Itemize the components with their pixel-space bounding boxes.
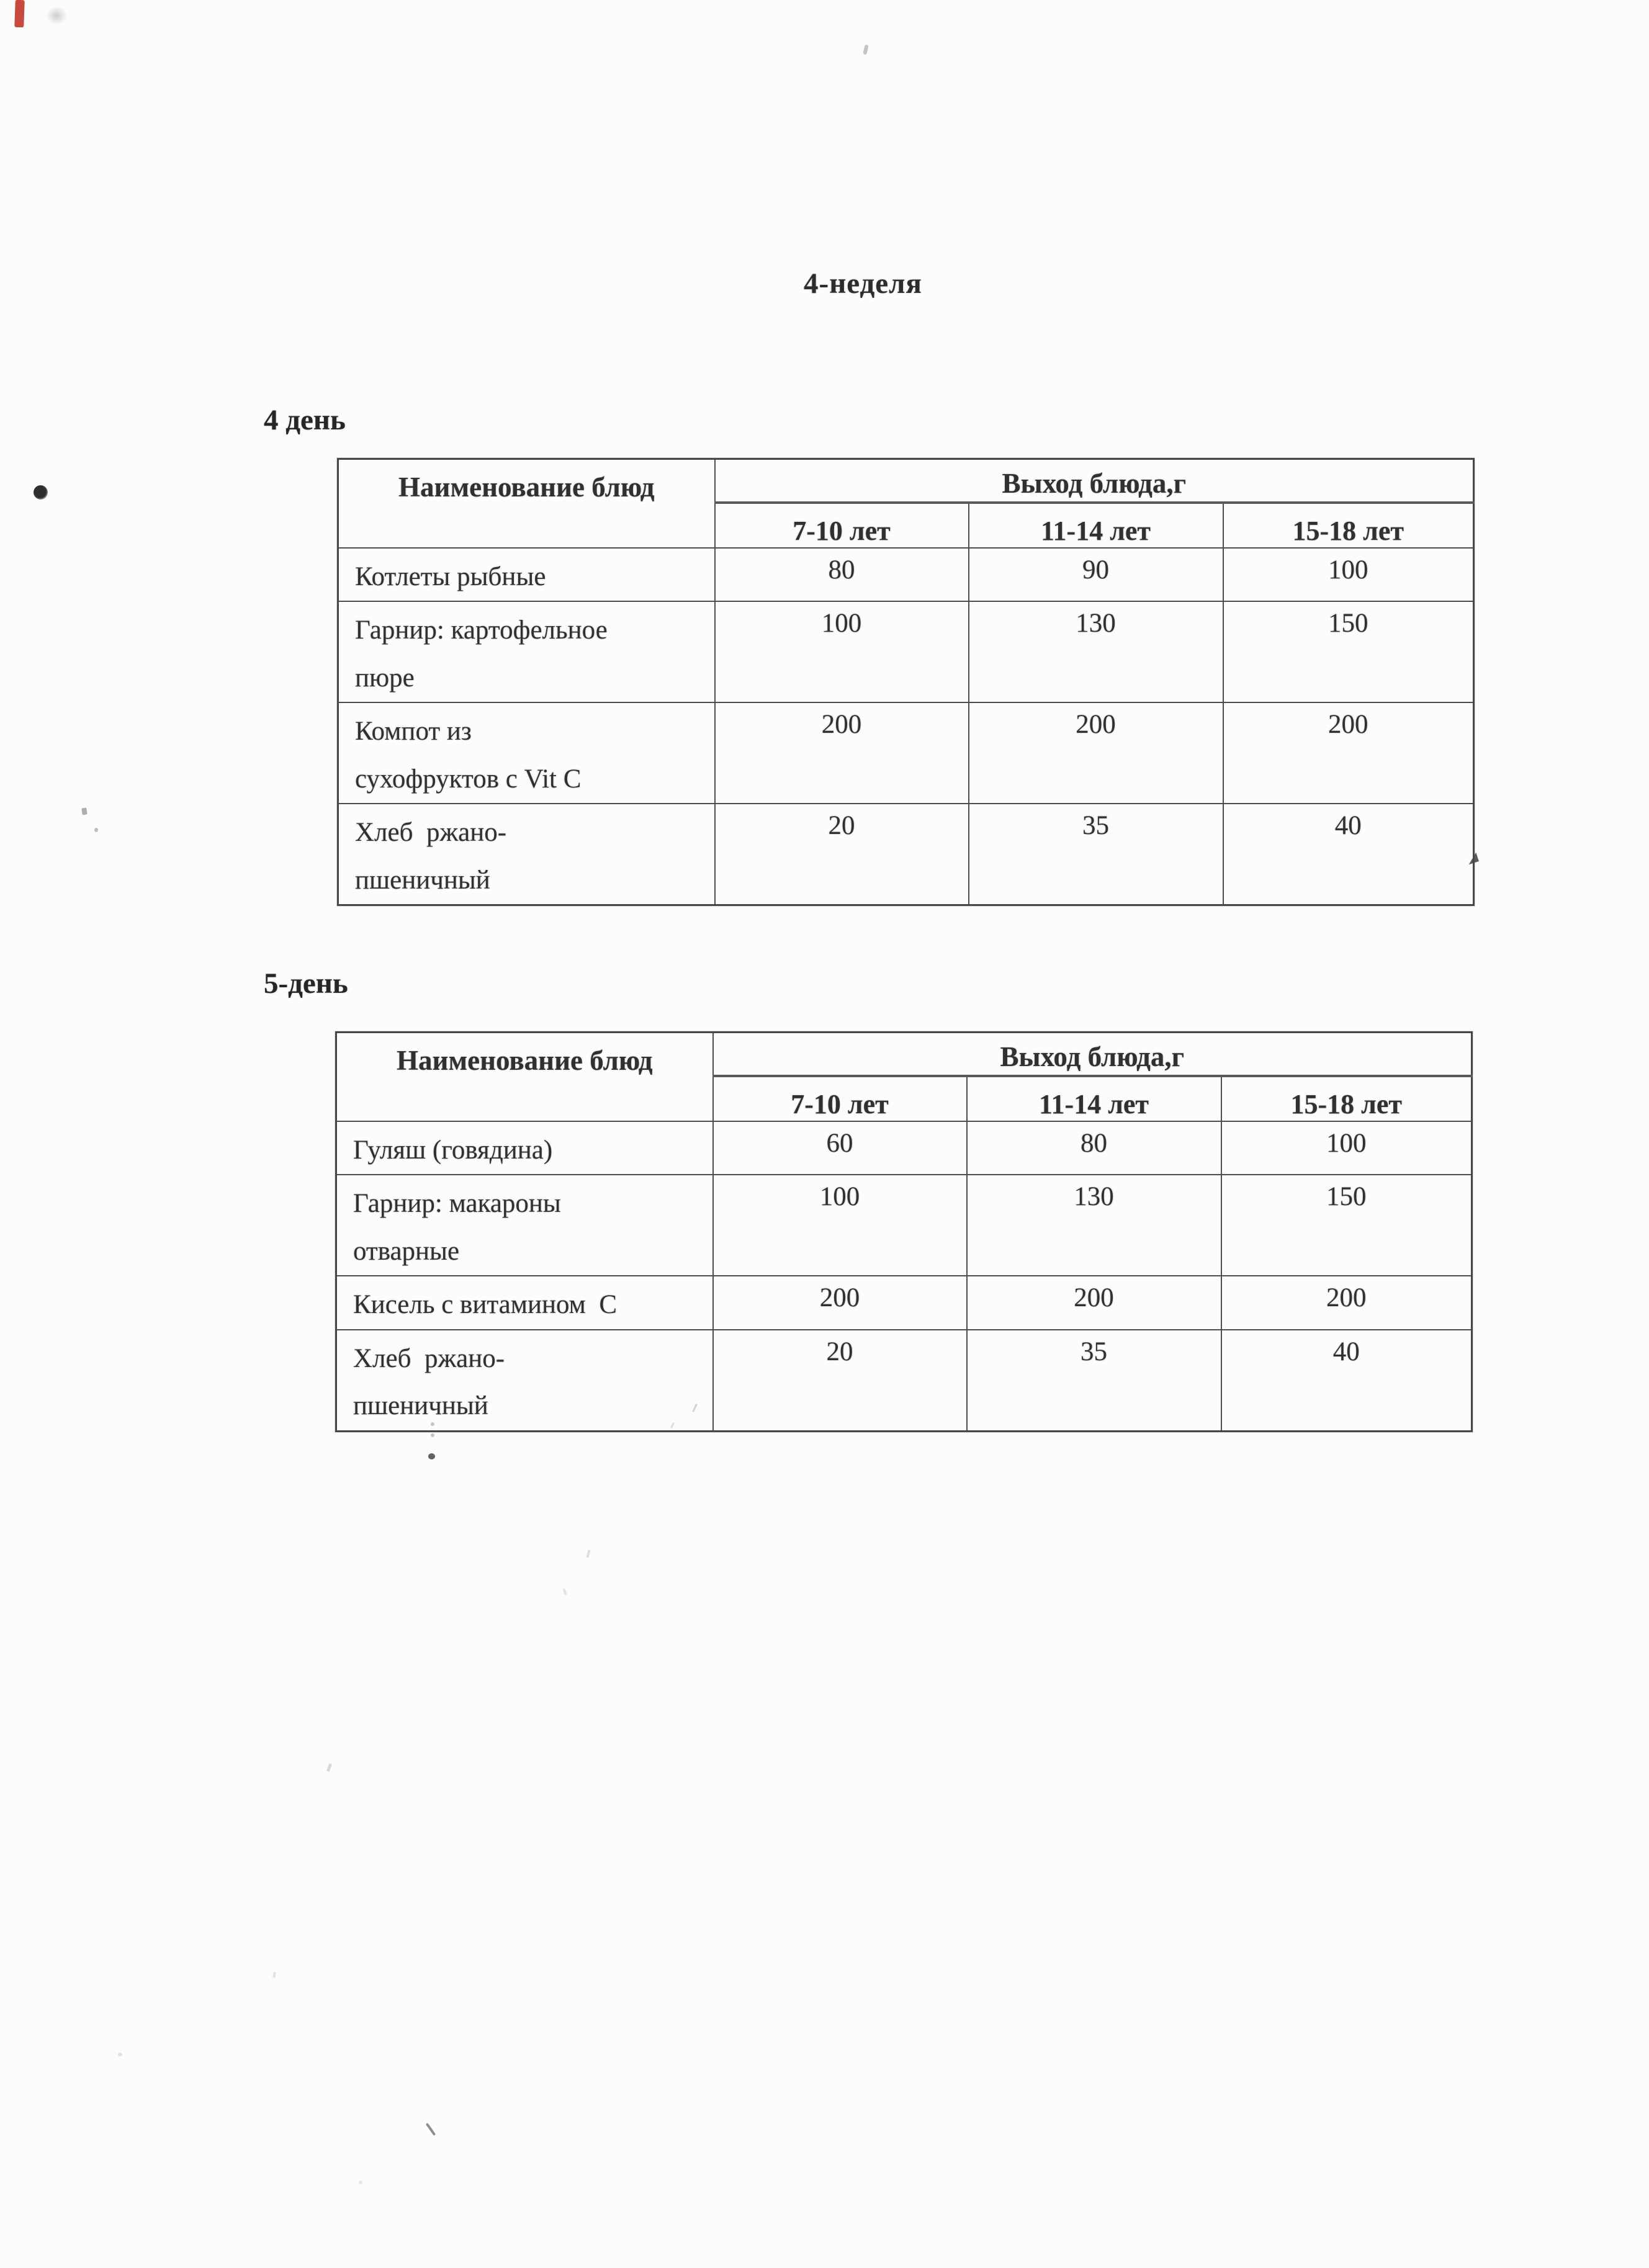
day4-header-age-15-18: 15-18 лет bbox=[1222, 501, 1475, 549]
scan-artifact-smudge bbox=[46, 6, 67, 25]
dish-value: 20 bbox=[712, 1329, 968, 1432]
dish-value: 200 bbox=[968, 702, 1224, 805]
scan-artifact-dot bbox=[428, 1453, 435, 1459]
dish-name: Хлеб ржано- пшеничный bbox=[337, 803, 716, 906]
scan-artifact-speck bbox=[586, 1549, 591, 1558]
dish-value: 200 bbox=[1220, 1275, 1473, 1330]
day5-header-age-15-18: 15-18 лет bbox=[1220, 1075, 1473, 1122]
day5-header-dishes: Наименование блюд bbox=[335, 1031, 714, 1122]
table-row: Хлеб ржано- пшеничный 20 35 40 bbox=[335, 1329, 1473, 1432]
dish-name: Хлеб ржано- пшеничный bbox=[335, 1329, 714, 1432]
day4-menu-table: Наименование блюд Выход блюда,г 7-10 лет… bbox=[337, 458, 1475, 907]
scan-artifact-speck bbox=[118, 2053, 122, 2056]
dish-value: 40 bbox=[1222, 803, 1475, 906]
day4-header-age-11-14: 11-14 лет bbox=[968, 501, 1224, 549]
dish-value: 200 bbox=[712, 1275, 968, 1330]
dish-value: 150 bbox=[1220, 1174, 1473, 1277]
table-row: Котлеты рыбные 80 90 100 bbox=[337, 547, 1475, 603]
day5-menu-table: Наименование блюд Выход блюда,г 7-10 лет… bbox=[335, 1031, 1473, 1432]
day5-header-age-7-10: 7-10 лет bbox=[712, 1075, 968, 1122]
dish-value: 100 bbox=[712, 1174, 968, 1277]
day4-header-dishes: Наименование блюд bbox=[337, 458, 716, 549]
dish-value: 40 bbox=[1220, 1329, 1473, 1432]
dish-name: Гарнир: картофельное пюре bbox=[337, 601, 716, 704]
dish-name: Кисель с витамином С bbox=[335, 1275, 714, 1330]
dish-value: 80 bbox=[714, 547, 969, 603]
scan-artifact-speck bbox=[272, 1971, 276, 1978]
dish-value: 130 bbox=[966, 1174, 1222, 1277]
dish-value: 20 bbox=[714, 803, 969, 906]
table-row: Гарнир: картофельное пюре 100 130 150 bbox=[337, 601, 1475, 704]
scan-artifact-speck bbox=[81, 807, 88, 815]
day4-header-age-7-10: 7-10 лет bbox=[714, 501, 969, 549]
dish-value: 60 bbox=[712, 1120, 968, 1176]
table-row: Компот из сухофруктов с Vit C 200 200 20… bbox=[337, 702, 1475, 805]
dish-value: 35 bbox=[966, 1329, 1222, 1432]
dish-value: 80 bbox=[966, 1120, 1222, 1176]
scan-artifact-speck bbox=[326, 1763, 333, 1772]
day5-heading: 5-день bbox=[264, 967, 348, 1000]
dish-value: 100 bbox=[1220, 1120, 1473, 1176]
dish-value: 100 bbox=[714, 601, 969, 704]
scan-artifact-speck bbox=[359, 2181, 362, 2184]
day5-header-output: Выход блюда,г bbox=[712, 1031, 1473, 1077]
dish-name: Компот из сухофруктов с Vit C bbox=[337, 702, 716, 805]
day4-heading: 4 день bbox=[264, 404, 346, 436]
day5-header-age-11-14: 11-14 лет bbox=[966, 1075, 1222, 1122]
dish-value: 150 bbox=[1222, 601, 1475, 704]
table-row: Кисель с витамином С 200 200 200 bbox=[335, 1275, 1473, 1330]
dish-value: 90 bbox=[968, 547, 1224, 603]
dish-value: 200 bbox=[1222, 702, 1475, 805]
table-row: Хлеб ржано- пшеничный 20 35 40 bbox=[337, 803, 1475, 906]
week-title: 4-неделя bbox=[804, 267, 922, 300]
scan-artifact-speck bbox=[94, 828, 98, 832]
day4-header-output: Выход блюда,г bbox=[714, 458, 1475, 504]
dish-value: 35 bbox=[968, 803, 1224, 906]
table-row: Гуляш (говядина) 60 80 100 bbox=[335, 1120, 1473, 1176]
dish-value: 200 bbox=[966, 1275, 1222, 1330]
dish-value: 130 bbox=[968, 601, 1224, 704]
scan-artifact-ink-dot bbox=[34, 485, 48, 500]
dish-value: 100 bbox=[1222, 547, 1475, 603]
dish-name: Гуляш (говядина) bbox=[335, 1120, 714, 1176]
scan-artifact-red-mark bbox=[14, 0, 25, 28]
dish-name: Гарнир: макароны отварные bbox=[335, 1174, 714, 1277]
dish-name: Котлеты рыбные bbox=[337, 547, 716, 603]
dish-value: 200 bbox=[714, 702, 969, 805]
scan-artifact-stroke bbox=[425, 2122, 436, 2136]
table-row: Гарнир: макароны отварные 100 130 150 bbox=[335, 1174, 1473, 1277]
scan-artifact-speck bbox=[562, 1588, 567, 1595]
scan-artifact-tick bbox=[863, 44, 869, 55]
